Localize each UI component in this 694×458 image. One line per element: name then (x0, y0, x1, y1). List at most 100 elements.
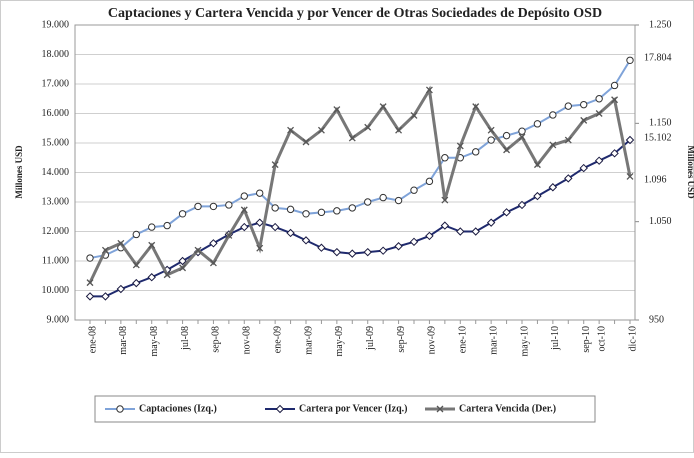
x-tick-label: ene-10 (458, 326, 469, 353)
y-tick-label: 14.000 (42, 167, 70, 178)
point (302, 138, 310, 146)
point (240, 192, 248, 200)
point (101, 246, 109, 254)
point (271, 161, 279, 169)
point (595, 110, 603, 117)
point (456, 142, 464, 150)
point (86, 254, 94, 262)
point (348, 204, 356, 212)
y2-tick-label: 1.050 (649, 216, 672, 227)
point (502, 208, 511, 217)
point (394, 242, 403, 251)
point (148, 223, 156, 231)
x-tick-label: may-10 (519, 326, 530, 357)
point (564, 174, 573, 183)
point (209, 259, 217, 267)
point (179, 264, 187, 272)
y2-tick-label: 1.250 (649, 19, 672, 30)
point (471, 227, 480, 236)
point (240, 206, 248, 214)
point (163, 271, 171, 279)
x-tick-label: ene-09 (272, 326, 283, 353)
point (317, 243, 326, 252)
legend-text: Cartera Vencida (Der.) (459, 403, 556, 414)
point (178, 210, 187, 218)
point (317, 126, 325, 134)
point (626, 56, 634, 64)
point (394, 196, 403, 205)
point (301, 236, 311, 245)
point (271, 204, 279, 212)
point (348, 249, 357, 258)
y2-tick-label: 1.150 (649, 118, 672, 129)
point (579, 163, 588, 173)
x-tick-label: sep-10 (581, 326, 592, 353)
point (225, 231, 233, 239)
point (364, 123, 372, 131)
point (275, 404, 285, 414)
point (503, 146, 511, 154)
x-tick-label: jul-08 (180, 326, 191, 351)
point (611, 96, 619, 104)
point (625, 135, 635, 145)
legend-text: Cartera por Vencer (Izq.) (299, 403, 408, 414)
x-tick-label: oct-10 (596, 326, 607, 352)
point (333, 106, 341, 114)
point (533, 161, 541, 169)
point (425, 231, 434, 241)
point (332, 247, 342, 257)
point (86, 279, 94, 287)
y-tick-label: 9.000 (47, 314, 70, 325)
point (395, 126, 403, 134)
point (85, 292, 95, 301)
point (440, 221, 450, 230)
point (255, 218, 264, 227)
point (626, 172, 634, 180)
point (487, 136, 495, 144)
point (564, 136, 572, 144)
plot-frame (74, 24, 636, 321)
y-tick-label: 16.000 (42, 108, 70, 119)
point (256, 189, 264, 197)
x-tick-label: jul-09 (365, 326, 376, 351)
point (410, 112, 418, 119)
x-tick-label: mar-09 (303, 326, 314, 355)
point (533, 120, 542, 128)
data-label: 1.096 (644, 175, 667, 186)
point (287, 126, 295, 134)
x-tick-label: may-09 (334, 326, 345, 357)
point (132, 261, 140, 269)
point (240, 222, 249, 232)
point (286, 205, 295, 214)
x-tick-label: may-08 (149, 326, 160, 357)
point (594, 156, 604, 165)
point (116, 284, 126, 294)
point (364, 198, 372, 206)
point (425, 177, 434, 186)
point (456, 227, 465, 236)
point (409, 237, 419, 247)
point (379, 193, 387, 202)
point (163, 221, 171, 230)
point (410, 186, 418, 194)
point (610, 149, 619, 158)
point (317, 208, 326, 217)
point (472, 148, 480, 156)
y-tick-label: 17.000 (42, 78, 70, 89)
point (548, 183, 558, 192)
point (486, 218, 496, 227)
point (549, 111, 557, 119)
point (564, 102, 572, 110)
point (425, 86, 433, 94)
y-axis-title: Millones USD (14, 145, 24, 199)
point (502, 131, 511, 140)
legend-box (94, 395, 596, 423)
x-tick-label: nov-08 (242, 326, 253, 354)
x-tick-label: sep-08 (211, 326, 222, 353)
point (363, 247, 372, 257)
point (132, 278, 141, 288)
point (194, 202, 202, 211)
point (378, 246, 388, 255)
